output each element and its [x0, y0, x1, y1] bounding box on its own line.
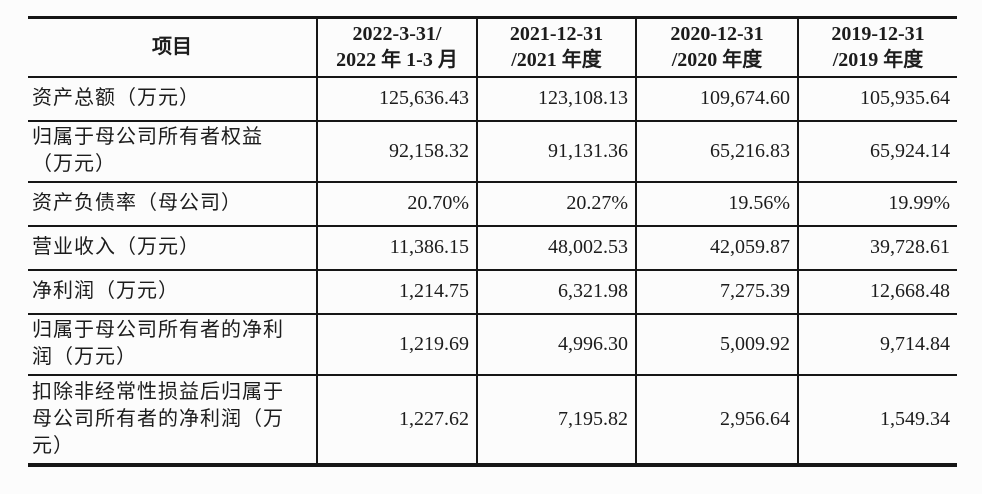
row-label: 扣除非经常性损益后归属于 母公司所有者的净利润（万 元） — [28, 374, 317, 466]
row-label: 归属于母公司所有者权益 （万元） — [28, 120, 317, 183]
row-label: 营业收入（万元） — [28, 225, 317, 271]
value-cell: 6,321.98 — [476, 269, 636, 315]
value-cell: 4,996.30 — [476, 313, 636, 376]
column-header-2021: 2021-12-31 /2021 年度 — [476, 17, 636, 78]
row-label: 净利润（万元） — [28, 269, 317, 315]
value-cell: 5,009.92 — [635, 313, 798, 376]
value-cell: 48,002.53 — [476, 225, 636, 271]
value-cell: 12,668.48 — [797, 269, 957, 315]
value-cell: 11,386.15 — [316, 225, 477, 271]
document-page: 项目 2022-3-31/ 2022 年 1-3 月 2021-12-31 /2… — [28, 16, 957, 467]
value-cell: 2,956.64 — [635, 374, 798, 466]
value-cell: 65,216.83 — [635, 120, 798, 183]
value-cell: 19.56% — [635, 181, 798, 227]
value-cell: 9,714.84 — [797, 313, 957, 376]
value-cell: 39,728.61 — [797, 225, 957, 271]
table-row-total-assets: 资产总额（万元） 125,636.43 123,108.13 109,674.6… — [28, 76, 957, 122]
value-cell: 1,214.75 — [316, 269, 477, 315]
table-row-revenue: 营业收入（万元） 11,386.15 48,002.53 42,059.87 3… — [28, 225, 957, 271]
table-row-debt-ratio: 资产负债率（母公司） 20.70% 20.27% 19.56% 19.99% — [28, 181, 957, 227]
value-cell: 7,195.82 — [476, 374, 636, 466]
row-label: 资产负债率（母公司） — [28, 181, 317, 227]
value-cell: 65,924.14 — [797, 120, 957, 183]
value-cell: 92,158.32 — [316, 120, 477, 183]
value-cell: 20.27% — [476, 181, 636, 227]
value-cell: 42,059.87 — [635, 225, 798, 271]
value-cell: 91,131.36 — [476, 120, 636, 183]
value-cell: 1,227.62 — [316, 374, 477, 466]
table-row-parent-equity: 归属于母公司所有者权益 （万元） 92,158.32 91,131.36 65,… — [28, 120, 957, 183]
table-row-parent-net-profit: 归属于母公司所有者的净利 润（万元） 1,219.69 4,996.30 5,0… — [28, 313, 957, 376]
column-header-2022-q1: 2022-3-31/ 2022 年 1-3 月 — [316, 17, 477, 78]
column-header-2020: 2020-12-31 /2020 年度 — [635, 17, 798, 78]
value-cell: 1,549.34 — [797, 374, 957, 466]
value-cell: 19.99% — [797, 181, 957, 227]
value-cell: 20.70% — [316, 181, 477, 227]
value-cell: 109,674.60 — [635, 76, 798, 122]
row-label: 资产总额（万元） — [28, 76, 317, 122]
value-cell: 7,275.39 — [635, 269, 798, 315]
value-cell: 105,935.64 — [797, 76, 957, 122]
column-header-item: 项目 — [28, 17, 317, 78]
column-header-2019: 2019-12-31 /2019 年度 — [797, 17, 957, 78]
table-row-net-profit: 净利润（万元） 1,214.75 6,321.98 7,275.39 12,66… — [28, 269, 957, 315]
value-cell: 1,219.69 — [316, 313, 477, 376]
value-cell: 125,636.43 — [316, 76, 477, 122]
row-label: 归属于母公司所有者的净利 润（万元） — [28, 313, 317, 376]
table-row-deducted-net-profit: 扣除非经常性损益后归属于 母公司所有者的净利润（万 元） 1,227.62 7,… — [28, 374, 957, 466]
header-row: 项目 2022-3-31/ 2022 年 1-3 月 2021-12-31 /2… — [28, 17, 957, 78]
value-cell: 123,108.13 — [476, 76, 636, 122]
financial-summary-table: 项目 2022-3-31/ 2022 年 1-3 月 2021-12-31 /2… — [28, 16, 957, 467]
